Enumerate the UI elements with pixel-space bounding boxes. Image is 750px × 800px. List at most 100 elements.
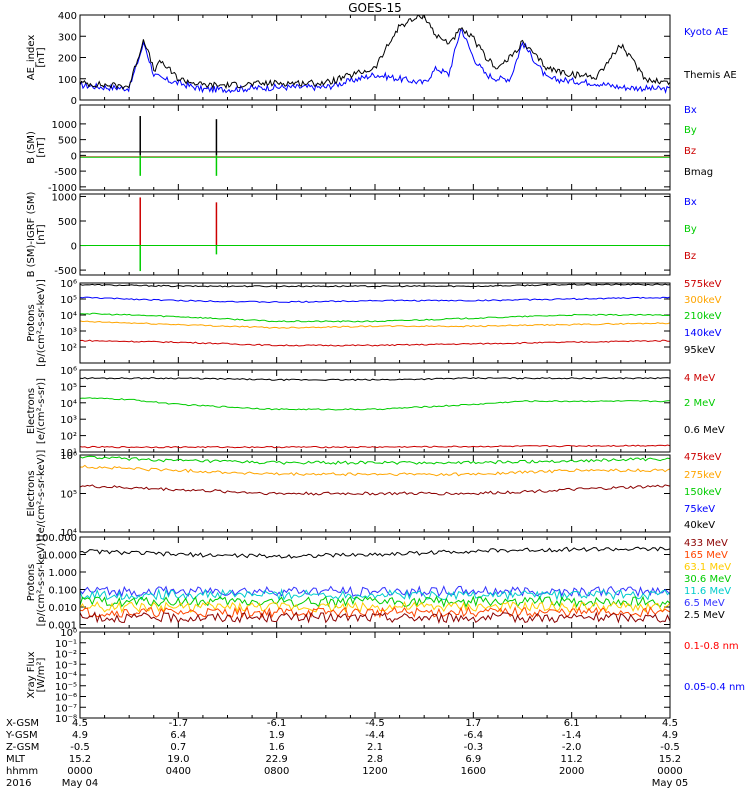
y-tick-label: 10.000 xyxy=(42,551,77,562)
y-tick-label: 10⁻² xyxy=(55,650,77,661)
y-axis-label: [e/(cm²-s-sr)] xyxy=(36,378,47,444)
series-line xyxy=(80,320,670,329)
y-tick-label: 100 xyxy=(58,75,77,86)
y-tick-label: 1.000 xyxy=(48,568,77,579)
x-axis-value: 6.1 xyxy=(564,718,580,729)
y-tick-label: 0.001 xyxy=(48,621,77,632)
legend-entry: 165 MeV xyxy=(684,550,728,561)
series-line xyxy=(80,397,670,411)
x-axis-row-label: X-GSM xyxy=(6,718,39,729)
y-tick-label: -1000 xyxy=(48,183,77,194)
legend-entry: Bx xyxy=(684,105,697,116)
y-axis-label: [nT] xyxy=(36,224,47,244)
x-axis-value: May 05 xyxy=(652,778,689,789)
x-axis-value: -0.5 xyxy=(660,742,680,753)
legend-entry: 63.1 MeV xyxy=(684,562,731,573)
x-axis-value: 2.1 xyxy=(367,742,383,753)
panel-frame xyxy=(79,193,671,276)
x-axis-value: 6.9 xyxy=(465,754,481,765)
y-tick-label: 10⁵ xyxy=(60,490,77,501)
y-tick-label: 200 xyxy=(58,54,77,65)
y-tick-label: 100.000 xyxy=(36,533,77,544)
x-axis-table: X-GSMY-GSMZ-GSMMLThhmm20164.54.9-0.515.2… xyxy=(5,718,688,789)
panel-ae: 0 100 200 300 400 AE_index [nT] Kyoto AE Themis … xyxy=(26,11,737,107)
legend-entry: 95keV xyxy=(684,345,715,356)
legend-entry: By xyxy=(684,125,697,136)
series-group xyxy=(80,455,670,496)
y-tick-label: 300 xyxy=(58,32,77,43)
legend-entry: 40keV xyxy=(684,520,715,531)
x-axis-value: 0400 xyxy=(166,766,191,777)
x-axis-value: -6.4 xyxy=(464,730,484,741)
x-axis-value: 19.0 xyxy=(167,754,189,765)
legend-entry: 300keV xyxy=(684,295,722,306)
y-tick-label: 10⁵ xyxy=(60,295,77,306)
legend-entry: 6.5 MeV xyxy=(684,598,725,609)
y-tick-label: 10² xyxy=(60,432,77,443)
y-axis-label: [e/(cm²-s-sr-keV)] xyxy=(36,450,47,538)
series-line xyxy=(80,444,670,449)
y-axis-label: [W/m²] xyxy=(36,657,47,692)
legend-entry: 75keV xyxy=(684,504,715,515)
panel-b: -1000 -500 0 500 1000 B (SM) [nT] Bx By Bz Bmag xyxy=(26,104,713,194)
legend-entry: 2.5 MeV xyxy=(684,610,725,621)
y-axis-label: Electrons xyxy=(26,470,37,516)
x-axis-value: 0000 xyxy=(657,766,682,777)
legend-entry: 0.6 MeV xyxy=(684,425,725,436)
y-tick-label: 10⁻⁴ xyxy=(55,671,77,682)
x-axis-row-label: Y-GSM xyxy=(5,730,38,741)
series-line xyxy=(80,377,670,382)
x-axis-value: 6.4 xyxy=(170,730,186,741)
x-axis-value: May 04 xyxy=(62,778,99,789)
legend-entry: 575keV xyxy=(684,279,722,290)
series-line xyxy=(80,546,670,559)
y-tick-label: 1000 xyxy=(52,120,77,131)
x-axis-row-label: Z-GSM xyxy=(6,742,39,753)
y-tick-label: 10⁻⁸ xyxy=(55,714,77,725)
x-axis-value: 0800 xyxy=(264,766,289,777)
series-group xyxy=(80,283,670,347)
legend-entry: Bmag xyxy=(684,167,713,178)
series-group xyxy=(80,15,670,94)
panel-frame xyxy=(79,454,671,533)
series-line xyxy=(80,28,670,94)
y-tick-label: 10⁶ xyxy=(60,279,77,290)
x-axis-value: -0.3 xyxy=(464,742,484,753)
legend-entry: 2 MeV xyxy=(684,398,715,409)
y-tick-label: 1000 xyxy=(52,192,77,203)
legend-entry: Bz xyxy=(684,251,696,262)
x-axis-value: 1200 xyxy=(362,766,387,777)
y-tick-label: 10⁴ xyxy=(60,399,77,410)
chart-title: GOES-15 xyxy=(348,1,402,15)
series-line xyxy=(80,484,670,496)
x-axis-value: -6.1 xyxy=(267,718,287,729)
series-line xyxy=(80,611,670,624)
x-axis-value: 15.2 xyxy=(659,754,681,765)
x-axis-row-label: 2016 xyxy=(6,778,31,789)
y-axis-label: Protons xyxy=(26,564,37,601)
legend-entry: 140keV xyxy=(684,328,722,339)
series-line xyxy=(80,464,670,477)
series-line xyxy=(80,585,670,598)
x-axis-value: 4.9 xyxy=(662,730,678,741)
y-axis-label: [p/(cm²-s-sr-keV)] xyxy=(36,539,47,627)
series-line xyxy=(80,296,670,304)
series-group xyxy=(80,546,670,624)
legend-entry: 0.1-0.8 nm xyxy=(684,641,739,652)
legend-entry: Kyoto AE xyxy=(684,27,728,38)
legend-entry: 11.6 MeV xyxy=(684,586,731,597)
y-tick-label: 10⁴ xyxy=(60,528,77,539)
y-tick-label: 10⁻⁵ xyxy=(55,682,77,693)
y-tick-label: 10⁻³ xyxy=(55,660,77,671)
y-tick-label: 0 xyxy=(71,96,77,107)
series-line xyxy=(80,595,670,609)
legend-entry: 30.6 MeV xyxy=(684,574,731,585)
y-axis-label: AE_index xyxy=(26,35,37,81)
x-axis-value: 15.2 xyxy=(69,754,91,765)
x-axis-value: -0.5 xyxy=(70,742,90,753)
y-tick-label: 10³ xyxy=(60,327,77,338)
legend-entry: 475keV xyxy=(684,452,722,463)
legend-entry: Bz xyxy=(684,146,696,157)
